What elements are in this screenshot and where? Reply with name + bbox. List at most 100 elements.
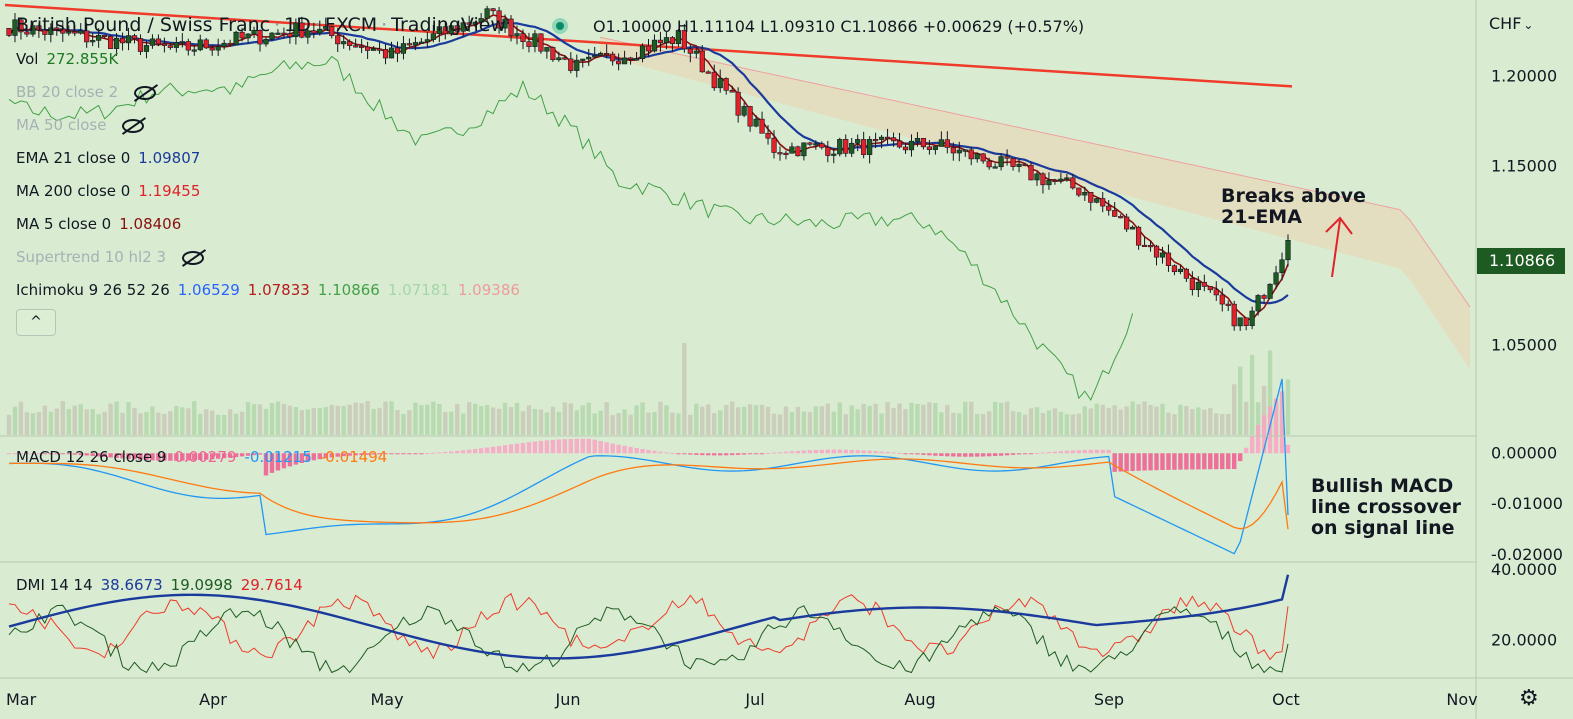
macd-histogram-bar	[998, 453, 1004, 456]
macd-histogram-bar	[443, 451, 448, 454]
legend-bb[interactable]: BB 20 close 2	[16, 83, 164, 101]
macd-histogram-bar	[329, 453, 334, 458]
macd-histogram-bar	[939, 453, 944, 457]
volume-bar	[1243, 401, 1249, 435]
candle-body	[311, 30, 317, 34]
volume-bar	[1082, 406, 1087, 435]
volume-bar	[688, 414, 693, 435]
collapse-legend-button[interactable]: ^	[16, 309, 56, 336]
hidden-eye-icon[interactable]	[122, 118, 145, 133]
macd-histogram-bar	[317, 453, 322, 460]
volume-bar	[502, 402, 508, 435]
exchange: FXCM	[324, 14, 378, 36]
volume-bar	[174, 405, 179, 435]
macd-histogram-bar	[156, 453, 161, 461]
legend-ema21-label: EMA 21 close 0	[16, 149, 131, 167]
macd-histogram-bar	[514, 443, 520, 454]
close-value: C1.10866	[840, 17, 918, 36]
volume-bar	[12, 406, 18, 435]
legend-supertrend[interactable]: Supertrend 10 hl2 3	[16, 248, 212, 266]
volume-bar	[520, 411, 526, 435]
time-tick-label: Sep	[1094, 690, 1124, 709]
macd-histogram-bar	[526, 442, 532, 454]
candle-body	[1195, 281, 1201, 291]
macd-histogram-bar	[568, 438, 574, 454]
macd-histogram-bar	[311, 453, 317, 461]
candle-body	[633, 58, 640, 61]
currency-selector[interactable]: CHF ⌄	[1489, 14, 1533, 33]
price-tick-label: 1.15000	[1491, 156, 1557, 175]
dmi-tick-label: 40.0000	[1491, 560, 1557, 579]
candle-body	[849, 142, 855, 154]
macd-histogram-bar	[1016, 453, 1022, 455]
symbol-name[interactable]: British Pound / Swiss Franc	[16, 14, 271, 36]
volume-bar	[1285, 379, 1291, 435]
macd-histogram-bar	[204, 453, 209, 460]
volume-bar	[484, 405, 490, 435]
macd-histogram-bar	[813, 449, 819, 454]
candle-body	[908, 140, 915, 151]
candle-body	[878, 136, 885, 140]
volume-bar	[90, 409, 95, 435]
currency-label: CHF	[1489, 14, 1522, 33]
legend-ma5[interactable]: MA 5 close 0 1.08406	[16, 215, 189, 233]
candle-body	[96, 34, 102, 41]
volume-bar	[323, 407, 328, 435]
macd-histogram-bar	[1273, 398, 1279, 454]
legend-vol[interactable]: Vol 272.855K	[16, 50, 126, 68]
legend-ma200[interactable]: MA 200 close 0 1.19455	[16, 182, 208, 200]
macd-histogram-bar	[407, 453, 412, 455]
candle-body	[1052, 179, 1058, 182]
candle-body	[335, 35, 341, 45]
legend-ichimoku[interactable]: Ichimoku 9 26 52 26 1.06529 1.07833 1.10866…	[16, 281, 528, 299]
macd-histogram-bar	[96, 453, 101, 457]
legend-ma50[interactable]: MA 50 close	[16, 116, 152, 134]
candle-body	[914, 138, 921, 142]
macd-histogram-bar	[198, 453, 203, 460]
volume-bar	[6, 414, 12, 435]
hidden-eye-icon[interactable]	[134, 85, 157, 100]
macd-histogram-bar	[126, 453, 131, 459]
macd-histogram-bar	[1226, 453, 1231, 470]
ichimoku-span-b	[599, 36, 1471, 308]
legend-ema21[interactable]: EMA 21 close 0 1.09807	[16, 149, 208, 167]
macd-histogram-bar	[771, 452, 777, 454]
macd-histogram-bar	[1064, 450, 1070, 454]
candle-body	[60, 28, 66, 34]
volume-bar	[1094, 403, 1099, 435]
candle-body	[496, 10, 502, 29]
candle-body	[227, 42, 233, 46]
candle-body	[1106, 205, 1112, 211]
volume-bar	[365, 401, 370, 435]
macd-histogram-bar	[138, 453, 143, 460]
legend-macd[interactable]: MACD 12 26 close 9 0.00279 -0.01215 -0.0149…	[16, 448, 395, 466]
macd-histogram-bar	[455, 450, 460, 454]
macd-histogram-bar	[461, 450, 466, 454]
candle-body	[986, 160, 992, 168]
candle-body	[556, 57, 562, 61]
hidden-eye-icon[interactable]	[182, 250, 205, 265]
time-tick-label: Jun	[555, 690, 581, 709]
macd-histogram-bar	[1124, 453, 1129, 472]
volume-bar	[526, 405, 532, 435]
volume-bar	[455, 403, 460, 435]
macd-histogram-bar	[1166, 453, 1171, 470]
candle-body	[1147, 245, 1154, 248]
dmi-pane	[8, 574, 1290, 674]
candle-body	[699, 50, 705, 73]
macd-histogram-bar	[42, 453, 48, 455]
candle-body	[1273, 272, 1279, 285]
volume-bar	[449, 411, 454, 435]
interval[interactable]: 1D	[284, 14, 311, 36]
volume-bar	[1040, 413, 1046, 435]
settings-gear-icon[interactable]: ⚙	[1519, 686, 1539, 711]
volume-bar	[980, 413, 986, 435]
candle-body	[1285, 240, 1291, 261]
volume-bar	[30, 413, 36, 435]
volume-bar	[347, 404, 352, 435]
candle-body	[394, 47, 401, 54]
candle-body	[723, 78, 729, 91]
legend-dmi[interactable]: DMI 14 14 38.6673 19.0998 29.7614	[16, 576, 311, 594]
candle-body	[1135, 226, 1142, 246]
